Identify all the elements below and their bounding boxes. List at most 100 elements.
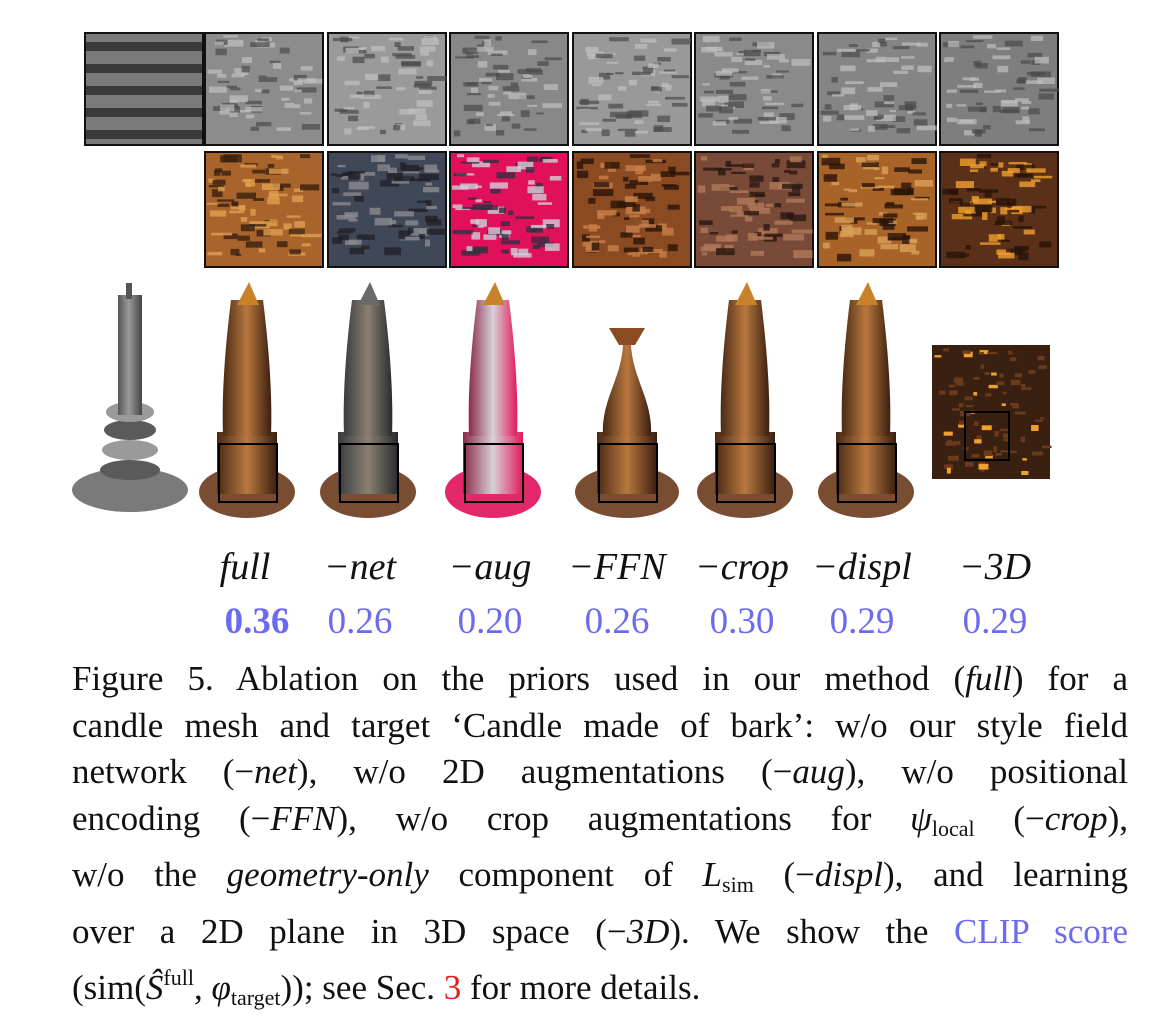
texture xyxy=(289,249,301,255)
texture xyxy=(400,162,407,170)
thumbnail-geometry xyxy=(817,32,937,146)
caption-link[interactable]: 3 xyxy=(443,968,462,1007)
texture xyxy=(469,118,481,124)
texture xyxy=(963,351,973,358)
texture xyxy=(729,37,742,41)
texture xyxy=(752,236,773,240)
texture xyxy=(453,130,461,137)
texture xyxy=(488,101,501,106)
texture xyxy=(733,118,753,124)
texture xyxy=(729,205,743,213)
texture xyxy=(531,40,548,44)
texture xyxy=(300,154,311,159)
texture xyxy=(258,75,267,82)
texture xyxy=(1008,350,1013,355)
caption-text: (− xyxy=(974,798,1045,838)
texture xyxy=(944,464,954,469)
texture xyxy=(483,201,491,204)
texture xyxy=(300,184,320,191)
caption-link[interactable]: CLIP score xyxy=(953,911,1128,951)
texture xyxy=(712,121,726,126)
texture xyxy=(604,162,620,169)
stylized-mesh xyxy=(697,282,793,518)
caption-line: encoding (−FFN), w/o crop augmentations … xyxy=(72,796,1128,853)
texture xyxy=(220,104,235,112)
renders xyxy=(72,282,1052,518)
ring xyxy=(102,440,158,460)
texture xyxy=(252,198,265,201)
texture xyxy=(416,76,424,79)
flame xyxy=(358,282,380,305)
texture xyxy=(872,41,881,48)
texture xyxy=(883,213,898,218)
texture xyxy=(408,108,426,114)
texture xyxy=(721,206,731,211)
texture xyxy=(1028,208,1036,214)
texture xyxy=(1034,419,1043,422)
texture xyxy=(979,161,987,167)
caption-text: 3D xyxy=(626,911,670,951)
texture xyxy=(501,249,509,254)
texture xyxy=(753,232,762,237)
column-label: −FFN xyxy=(568,546,666,588)
texture xyxy=(731,56,743,63)
texture xyxy=(866,222,877,225)
texture xyxy=(615,114,632,119)
texture xyxy=(396,124,405,130)
texture xyxy=(894,167,910,172)
texture xyxy=(389,220,397,225)
texture xyxy=(276,155,284,160)
texture xyxy=(711,184,730,191)
texture xyxy=(963,130,974,136)
texture xyxy=(717,169,726,176)
texture xyxy=(731,129,750,134)
texture xyxy=(628,234,641,238)
texture xyxy=(1012,403,1020,409)
texture xyxy=(276,241,288,248)
texture xyxy=(901,65,914,70)
texture xyxy=(878,38,886,43)
texture xyxy=(582,240,599,247)
texture xyxy=(463,104,483,112)
texture xyxy=(345,240,357,245)
texture xyxy=(971,453,980,458)
thumbnail-styled xyxy=(817,151,937,268)
texture xyxy=(872,187,885,191)
texture xyxy=(901,182,912,188)
cup xyxy=(609,328,645,345)
texture xyxy=(769,182,790,190)
texture xyxy=(667,244,678,252)
texture xyxy=(996,249,1011,255)
texture xyxy=(883,101,895,105)
texture xyxy=(774,159,781,164)
caption-text: sim xyxy=(722,872,754,897)
texture xyxy=(714,52,733,57)
texture xyxy=(499,111,512,116)
texture xyxy=(874,177,885,180)
texture xyxy=(255,122,272,127)
texture xyxy=(208,184,224,188)
texture xyxy=(1012,205,1032,213)
texture xyxy=(877,41,888,47)
texture xyxy=(364,73,381,81)
texture xyxy=(363,101,370,109)
caption-text: net xyxy=(254,752,297,791)
texture xyxy=(1007,168,1020,173)
texture xyxy=(419,229,427,233)
texture xyxy=(602,118,616,122)
texture xyxy=(606,61,619,64)
texture xyxy=(896,128,911,134)
texture xyxy=(771,163,780,168)
texture xyxy=(832,94,845,97)
texture xyxy=(542,219,560,228)
texture xyxy=(1020,383,1026,388)
texture xyxy=(211,189,223,198)
texture xyxy=(240,217,248,222)
texture xyxy=(791,229,813,234)
texture xyxy=(658,223,667,229)
caption-text: ), xyxy=(1107,798,1128,838)
texture xyxy=(958,424,966,428)
texture xyxy=(766,75,784,79)
texture xyxy=(452,204,463,209)
texture xyxy=(761,106,779,110)
